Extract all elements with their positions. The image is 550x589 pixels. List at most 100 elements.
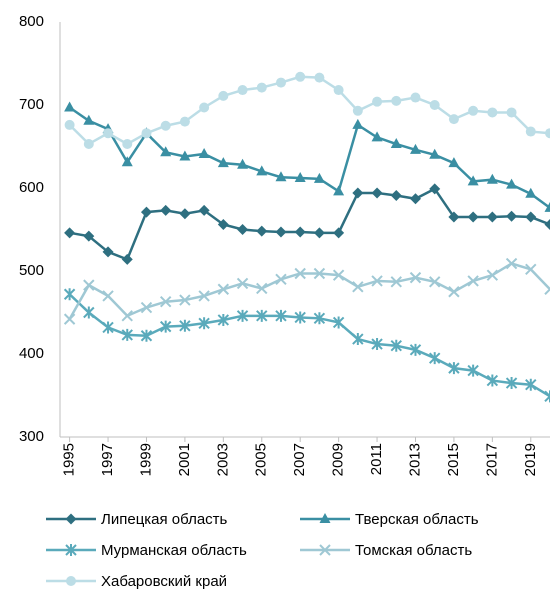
marker bbox=[448, 211, 460, 223]
marker bbox=[428, 276, 441, 288]
marker bbox=[237, 158, 249, 169]
y-tick-label: 300 bbox=[19, 428, 44, 445]
marker bbox=[217, 313, 230, 326]
series-line bbox=[68, 262, 550, 320]
marker bbox=[179, 116, 190, 127]
marker bbox=[63, 313, 76, 325]
marker bbox=[179, 319, 191, 332]
marker bbox=[218, 90, 229, 101]
x-tick-label: 2015 bbox=[445, 443, 462, 476]
marker bbox=[256, 165, 268, 176]
x-tick-label: 1999 bbox=[137, 443, 154, 476]
marker bbox=[371, 131, 383, 142]
marker bbox=[410, 92, 421, 103]
x-tick-label: 2009 bbox=[330, 443, 347, 476]
marker bbox=[275, 226, 287, 238]
marker bbox=[275, 273, 287, 286]
x-tick-label: 2011 bbox=[368, 443, 385, 475]
legend-label: Хабаровский край bbox=[101, 573, 227, 589]
marker bbox=[352, 281, 364, 293]
marker bbox=[352, 187, 364, 199]
y-tick-label: 700 bbox=[19, 96, 44, 113]
marker bbox=[103, 128, 114, 139]
legend-label: Мурманская область bbox=[101, 542, 247, 559]
marker bbox=[319, 513, 331, 523]
marker bbox=[333, 185, 345, 196]
marker bbox=[121, 156, 133, 167]
marker bbox=[236, 277, 249, 290]
marker bbox=[275, 309, 287, 322]
marker bbox=[198, 147, 210, 158]
marker bbox=[525, 263, 537, 276]
marker bbox=[544, 201, 550, 212]
marker bbox=[429, 183, 441, 195]
marker bbox=[83, 230, 95, 242]
marker bbox=[83, 279, 95, 291]
marker bbox=[294, 267, 306, 280]
marker bbox=[66, 576, 76, 586]
marker bbox=[141, 128, 152, 139]
marker bbox=[409, 143, 421, 154]
marker bbox=[217, 219, 229, 231]
marker bbox=[409, 193, 421, 205]
x-tick-label: 2005 bbox=[253, 443, 270, 476]
marker bbox=[63, 288, 76, 301]
x-tick-label: 1995 bbox=[61, 443, 78, 476]
marker bbox=[179, 150, 191, 161]
y-tick-label: 400 bbox=[19, 345, 44, 362]
marker bbox=[468, 105, 479, 116]
marker bbox=[140, 301, 153, 314]
marker bbox=[160, 146, 172, 157]
marker bbox=[275, 171, 287, 182]
marker bbox=[275, 77, 286, 88]
series-line bbox=[68, 106, 550, 209]
marker bbox=[506, 210, 518, 222]
marker bbox=[390, 189, 402, 201]
marker bbox=[372, 96, 383, 107]
marker bbox=[256, 82, 267, 93]
marker bbox=[409, 271, 422, 284]
marker bbox=[352, 105, 363, 116]
marker bbox=[294, 172, 306, 183]
marker bbox=[486, 211, 498, 223]
marker bbox=[467, 364, 479, 377]
marker bbox=[64, 101, 76, 112]
marker bbox=[83, 114, 95, 125]
marker bbox=[179, 208, 191, 220]
marker bbox=[83, 306, 95, 319]
marker bbox=[332, 269, 345, 281]
legend-label: Липецкая область bbox=[101, 511, 228, 528]
marker bbox=[198, 317, 210, 330]
marker bbox=[179, 294, 191, 306]
marker bbox=[102, 246, 114, 258]
marker bbox=[390, 276, 402, 288]
marker bbox=[83, 139, 94, 150]
marker bbox=[506, 107, 517, 118]
marker bbox=[199, 102, 210, 113]
marker bbox=[64, 227, 76, 239]
marker bbox=[428, 352, 441, 365]
x-tick-label: 2001 bbox=[176, 443, 193, 476]
marker bbox=[448, 286, 460, 298]
x-tick-label: 2013 bbox=[406, 443, 423, 476]
marker bbox=[371, 338, 383, 351]
marker bbox=[545, 128, 550, 139]
marker bbox=[121, 328, 133, 341]
marker bbox=[313, 227, 325, 239]
marker bbox=[140, 206, 152, 218]
marker bbox=[333, 227, 345, 239]
marker bbox=[448, 362, 460, 375]
marker bbox=[467, 275, 479, 287]
marker bbox=[140, 329, 153, 342]
marker bbox=[256, 225, 268, 237]
marker bbox=[102, 290, 114, 302]
marker bbox=[390, 138, 402, 149]
marker bbox=[122, 139, 133, 150]
marker bbox=[102, 321, 114, 334]
marker bbox=[544, 283, 550, 295]
marker bbox=[256, 282, 268, 295]
marker bbox=[121, 310, 133, 322]
marker bbox=[371, 275, 383, 287]
legend-label: Томская область bbox=[355, 542, 472, 559]
